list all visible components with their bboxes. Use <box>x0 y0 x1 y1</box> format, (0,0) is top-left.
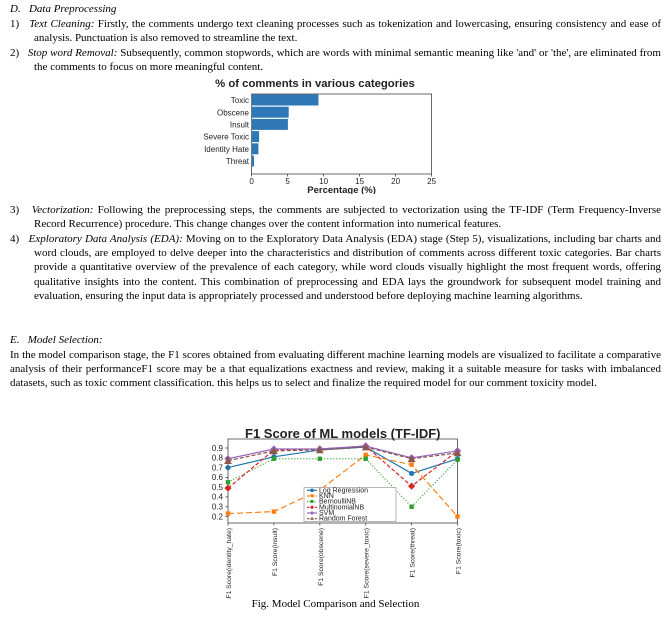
svg-text:0: 0 <box>249 177 254 186</box>
svg-text:0.6: 0.6 <box>212 473 224 482</box>
svg-text:Severe Toxic: Severe Toxic <box>203 133 249 142</box>
svg-text:% of comments in various categ: % of comments in various categories <box>215 78 415 90</box>
svg-text:Threat: Threat <box>226 157 250 166</box>
svg-text:Insult: Insult <box>230 121 250 130</box>
svg-text:F1 Score(toxic): F1 Score(toxic) <box>456 528 463 574</box>
svg-text:F1 Score(severe_toxic): F1 Score(severe_toxic) <box>364 528 371 598</box>
svg-text:0.8: 0.8 <box>212 454 224 463</box>
svg-text:0.7: 0.7 <box>212 463 224 472</box>
svg-text:F1 Score(insult): F1 Score(insult) <box>272 528 279 576</box>
svg-text:25: 25 <box>427 177 436 186</box>
svg-text:F1 Score(identity_hate): F1 Score(identity_hate) <box>226 528 233 599</box>
svg-text:5: 5 <box>285 177 290 186</box>
svg-text:Toxic: Toxic <box>231 96 249 105</box>
svg-text:20: 20 <box>391 177 400 186</box>
svg-text:Obscene: Obscene <box>217 109 250 118</box>
svg-text:Identity Hate: Identity Hate <box>204 145 249 154</box>
svg-text:Random Forest: Random Forest <box>319 516 367 523</box>
svg-text:0.5: 0.5 <box>212 483 224 492</box>
svg-text:F1 Score(threat): F1 Score(threat) <box>410 528 417 577</box>
svg-text:0.2: 0.2 <box>212 512 224 521</box>
svg-text:0.9: 0.9 <box>212 444 224 453</box>
svg-text:0.3: 0.3 <box>212 503 224 512</box>
svg-text:Percentage (%): Percentage (%) <box>307 185 376 194</box>
svg-text:F1 Score(obscene): F1 Score(obscene) <box>318 528 325 586</box>
svg-text:0.4: 0.4 <box>212 493 224 502</box>
